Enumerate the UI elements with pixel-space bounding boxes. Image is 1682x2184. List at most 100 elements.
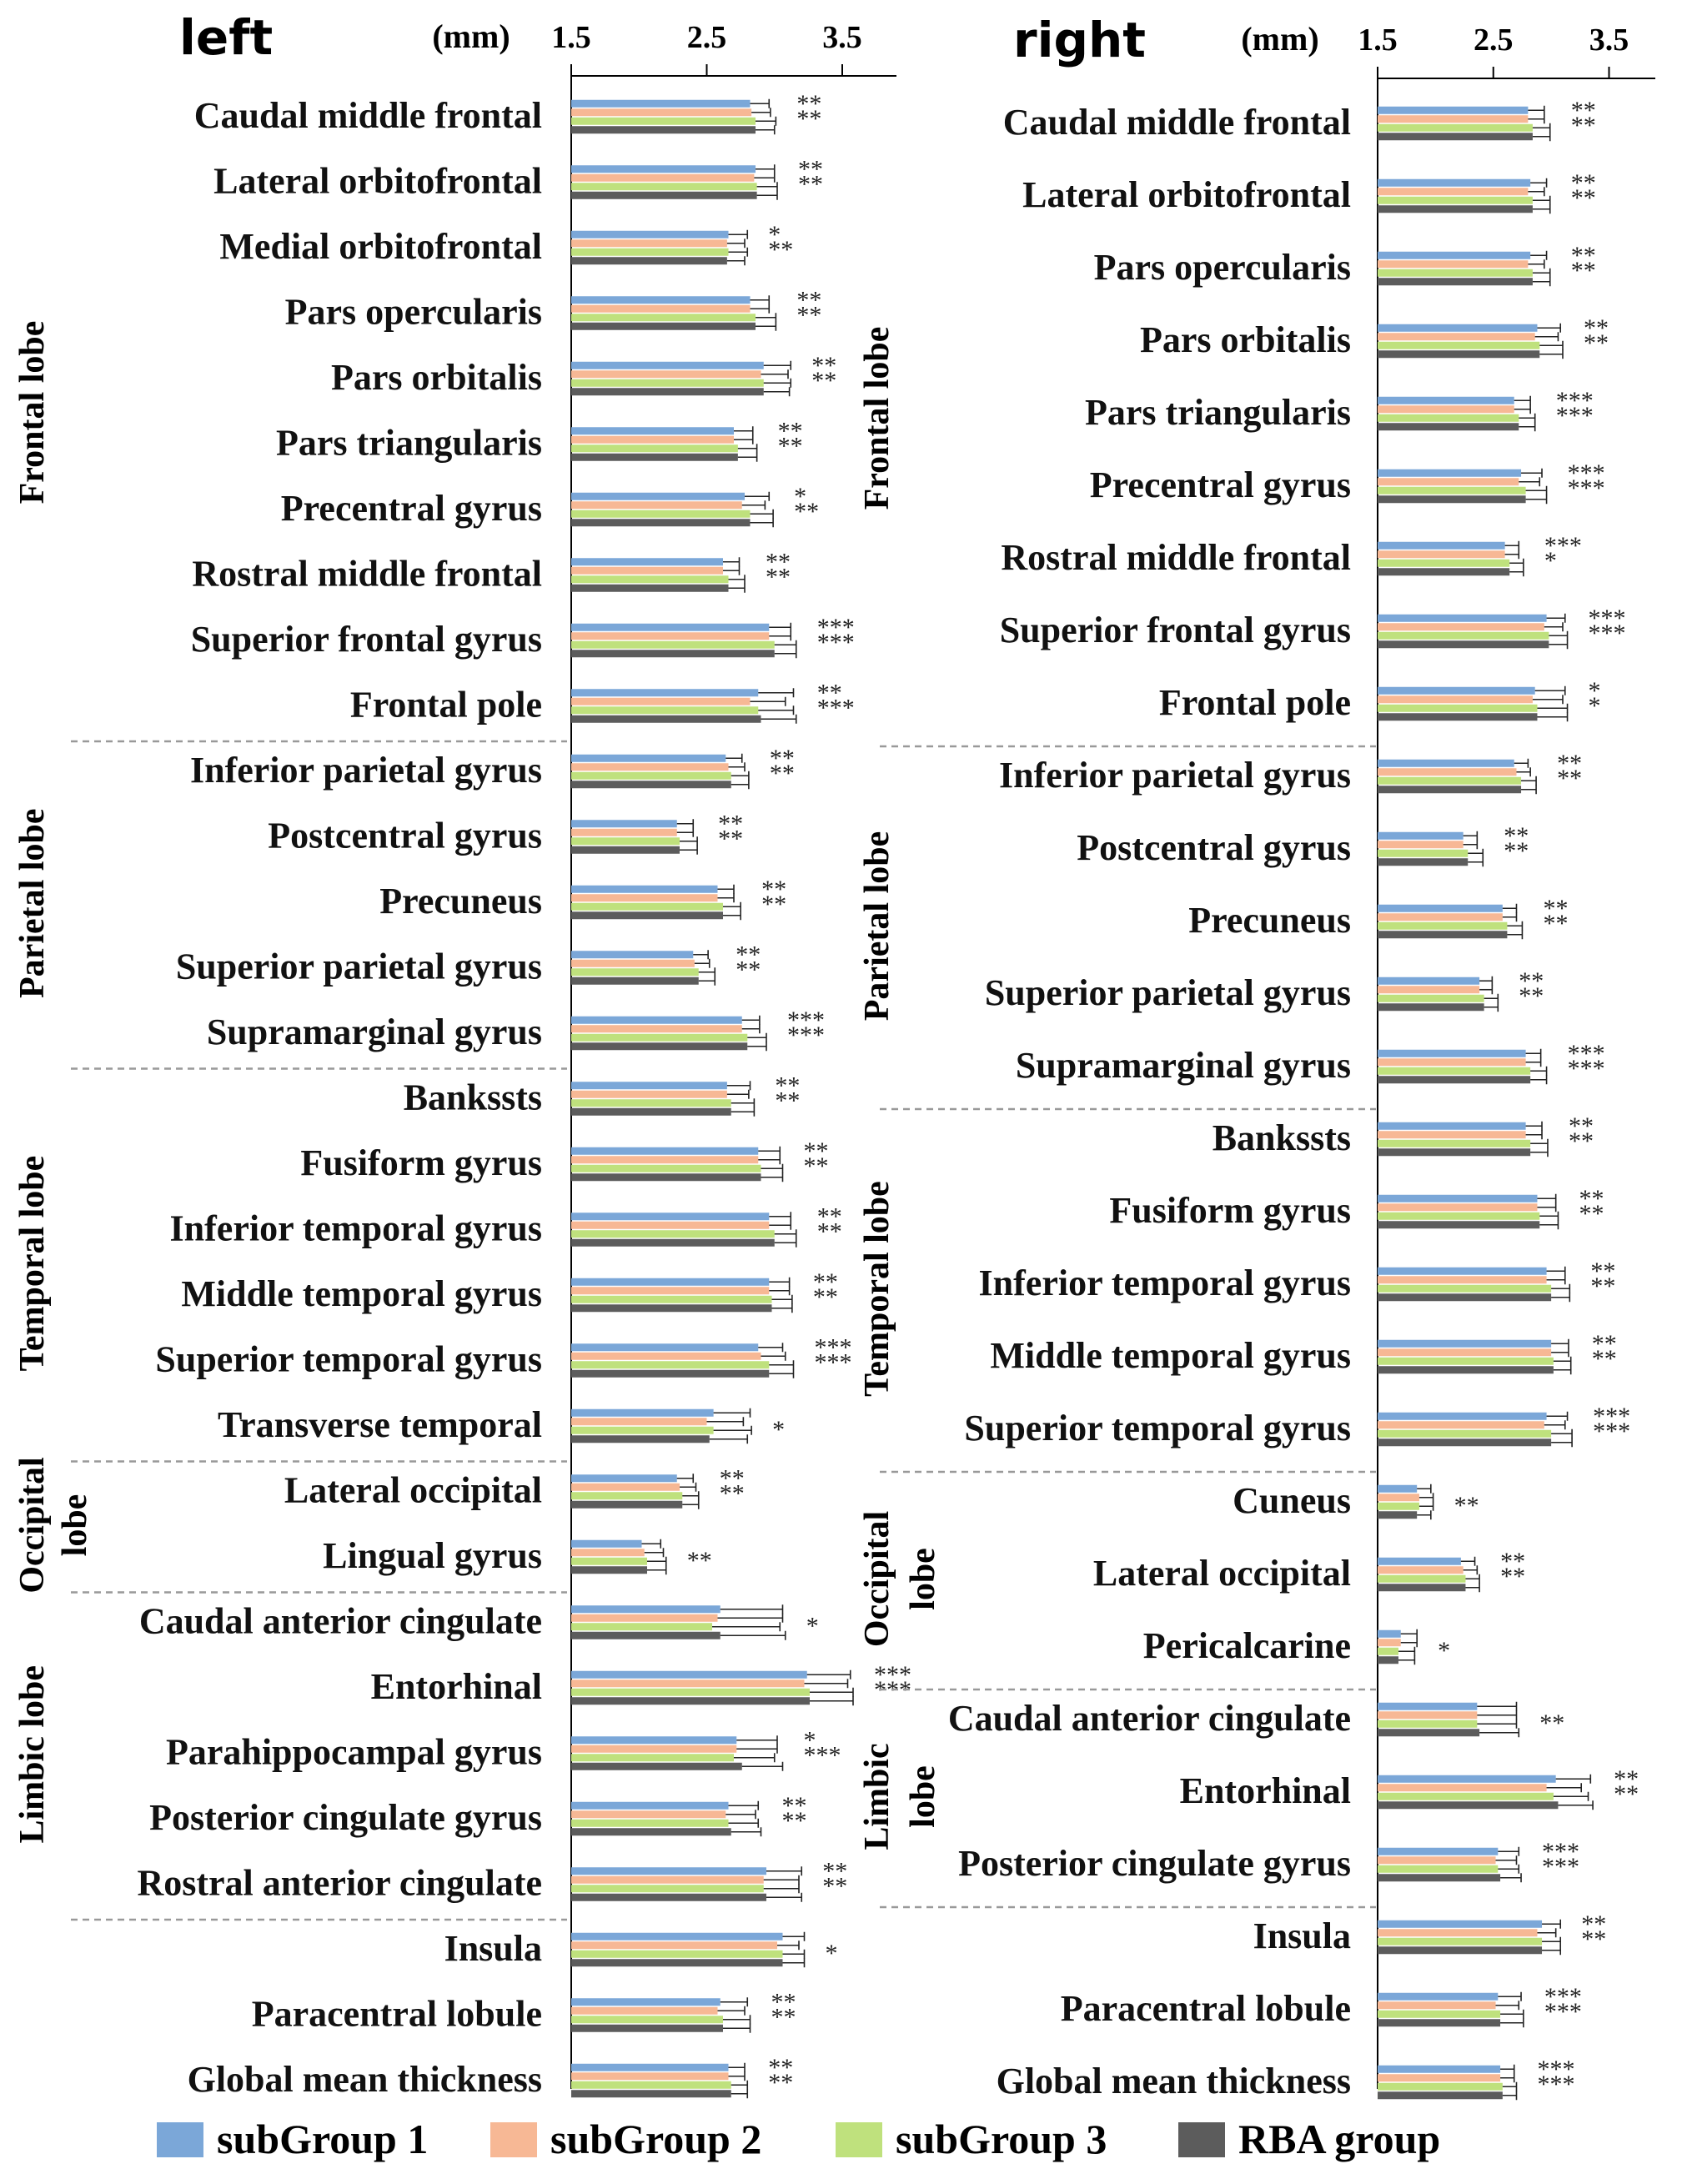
bar-right-insula-series-2 (1378, 1929, 1538, 1937)
significance-left-global-mean-thickness: ** (768, 2069, 793, 2096)
right-tick-label: 2.5 (1474, 23, 1514, 58)
bar-right-precentral-gyrus-series-2 (1378, 478, 1519, 486)
bar-left-transverse-temporal-series-3 (571, 1426, 714, 1434)
bar-left-superior-frontal-gyrus-series-3 (571, 640, 775, 649)
bar-left-lateral-orbitofrontal-series-3 (571, 183, 757, 191)
bar-right-middle-temporal-gyrus-series-3 (1378, 1357, 1554, 1365)
bar-right-frontal-pole-series-1 (1378, 686, 1535, 695)
bar-left-fusiform-gyrus-series-2 (571, 1156, 759, 1164)
bar-right-pars-orbitalis-series-4 (1378, 350, 1540, 359)
bar-left-superior-parietal-gyrus-series-4 (571, 977, 699, 985)
bar-left-transverse-temporal-series-4 (571, 1435, 710, 1443)
left-panel-title: left (179, 9, 273, 66)
significance-right-lateral-occipital: ** (1500, 1563, 1525, 1590)
bar-right-entorhinal-series-3 (1378, 1792, 1554, 1800)
bar-right-pars-opercularis-series-3 (1378, 269, 1533, 277)
bar-left-global-mean-thickness-series-3 (571, 2081, 731, 2089)
bar-left-superior-frontal-gyrus-series-1 (571, 623, 770, 631)
bar-left-caudal-anterior-cingulate-series-1 (571, 1605, 720, 1614)
bar-left-rostral-middle-frontal-series-1 (571, 558, 723, 566)
region-label-right-superior-frontal-gyrus: Superior frontal gyrus (1000, 610, 1351, 650)
significance-left-inferior-temporal-gyrus: ** (817, 1203, 842, 1231)
region-label-left-superior-parietal-gyrus: Superior parietal gyrus (176, 946, 542, 987)
bar-right-cuneus-series-4 (1378, 1511, 1418, 1519)
bar-right-bankssts-series-2 (1378, 1131, 1526, 1139)
region-label-left-inferior-temporal-gyrus: Inferior temporal gyrus (170, 1208, 542, 1249)
bar-right-pars-triangularis-series-2 (1378, 405, 1514, 414)
region-label-left-supramarginal-gyrus: Supramarginal gyrus (207, 1012, 542, 1052)
significance-left-superior-parietal-gyrus: ** (736, 941, 761, 969)
bar-right-fusiform-gyrus-series-3 (1378, 1212, 1540, 1220)
bar-left-lateral-orbitofrontal-series-1 (571, 165, 756, 173)
bar-right-bankssts-series-3 (1378, 1139, 1531, 1147)
bar-right-superior-parietal-gyrus-series-1 (1378, 977, 1480, 985)
bar-right-superior-frontal-gyrus-series-1 (1378, 614, 1547, 622)
region-label-left-paracentral-lobule: Paracentral lobule (252, 1994, 542, 2035)
bar-right-caudal-anterior-cingulate-series-3 (1378, 1720, 1478, 1728)
bar-left-supramarginal-gyrus-series-2 (571, 1025, 742, 1033)
bar-left-caudal-middle-frontal-series-1 (571, 99, 751, 108)
bar-left-pars-opercularis-series-2 (571, 304, 751, 313)
significance-left-lateral-occipital: ** (720, 1480, 745, 1508)
bar-right-superior-temporal-gyrus-series-1 (1378, 1412, 1547, 1420)
region-label-left-inferior-parietal-gyrus: Inferior parietal gyrus (190, 750, 542, 791)
significance-right-paracentral-lobule: *** (1544, 1998, 1582, 2026)
bar-right-lateral-orbitofrontal-series-3 (1378, 196, 1533, 204)
significance-right-bankssts: ** (1569, 1112, 1594, 1140)
significance-left-posterior-cingulate-gyrus: ** (782, 1807, 807, 1835)
significance-left-precentral-gyrus: ** (794, 498, 819, 525)
significance-left-parahippocampal-gyrus: *** (804, 1742, 841, 1770)
significance-left-supramarginal-gyrus: *** (787, 1007, 825, 1034)
significance-left-pars-opercularis: ** (796, 302, 821, 329)
lobe-label-right-occipital-lobe-line-2: lobe (904, 1548, 942, 1610)
significance-left-caudal-middle-frontal: ** (796, 90, 821, 118)
significance-left-lateral-orbitofrontal: ** (798, 156, 823, 183)
significance-left-inferior-parietal-gyrus: ** (770, 745, 795, 772)
bar-left-postcentral-gyrus-series-1 (571, 820, 677, 828)
significance-left-rostral-middle-frontal: ** (766, 564, 791, 591)
significance-left-bankssts: ** (775, 1072, 800, 1100)
legend-label-subgroup-1: subGroup 1 (217, 2116, 428, 2162)
significance-right-superior-frontal-gyrus: *** (1589, 620, 1626, 647)
lobe-label-right-temporal-lobe: Temporal lobe (858, 1181, 896, 1397)
bar-left-medial-orbitofrontal-series-2 (571, 239, 727, 248)
bar-right-postcentral-gyrus-series-4 (1378, 858, 1469, 866)
bar-right-caudal-anterior-cingulate-series-1 (1378, 1702, 1478, 1710)
bar-left-rostral-middle-frontal-series-2 (571, 566, 723, 575)
significance-right-posterior-cingulate-gyrus: *** (1542, 1853, 1579, 1880)
region-label-right-precentral-gyrus: Precentral gyrus (1090, 464, 1351, 505)
bar-left-supramarginal-gyrus-series-3 (571, 1033, 748, 1042)
bar-left-precentral-gyrus-series-1 (571, 492, 745, 500)
bar-left-inferior-temporal-gyrus-series-1 (571, 1212, 770, 1221)
bar-left-bankssts-series-2 (571, 1090, 727, 1098)
bar-left-middle-temporal-gyrus-series-4 (571, 1304, 772, 1313)
bar-left-caudal-anterior-cingulate-series-2 (571, 1614, 718, 1622)
significance-left-transverse-temporal: * (772, 1416, 785, 1443)
bar-right-fusiform-gyrus-series-1 (1378, 1194, 1538, 1202)
significance-left-postcentral-gyrus: ** (718, 811, 743, 838)
bar-left-superior-parietal-gyrus-series-1 (571, 951, 694, 959)
right-tick-label: 3.5 (1589, 23, 1629, 58)
right-tick-label: 1.5 (1358, 23, 1398, 58)
significance-left-entorhinal: *** (874, 1661, 911, 1689)
legend-swatch-subgroup-3 (836, 2122, 882, 2157)
bar-left-global-mean-thickness-series-1 (571, 2063, 729, 2071)
bar-left-superior-frontal-gyrus-series-4 (571, 650, 775, 658)
significance-left-superior-frontal-gyrus: *** (817, 614, 855, 641)
region-label-left-posterior-cingulate-gyrus: Posterior cingulate gyrus (149, 1797, 542, 1838)
bar-right-global-mean-thickness-series-1 (1378, 2065, 1501, 2073)
bar-left-bankssts-series-1 (571, 1082, 727, 1090)
bar-left-pars-triangularis-series-3 (571, 444, 738, 453)
bar-left-frontal-pole-series-3 (571, 706, 759, 715)
region-label-right-lateral-occipital: Lateral occipital (1093, 1553, 1351, 1594)
lobe-label-left-temporal-lobe: Temporal lobe (13, 1156, 52, 1372)
bar-left-frontal-pole-series-4 (571, 715, 761, 723)
region-label-right-caudal-middle-frontal: Caudal middle frontal (1003, 102, 1351, 143)
bar-left-lateral-orbitofrontal-series-4 (571, 191, 757, 199)
bar-right-global-mean-thickness-series-2 (1378, 2074, 1501, 2082)
bar-right-paracentral-lobule-series-1 (1378, 1992, 1499, 2001)
region-label-left-rostral-middle-frontal: Rostral middle frontal (192, 554, 542, 595)
bar-right-middle-temporal-gyrus-series-4 (1378, 1366, 1554, 1374)
bar-right-lateral-occipital-series-4 (1378, 1584, 1466, 1592)
